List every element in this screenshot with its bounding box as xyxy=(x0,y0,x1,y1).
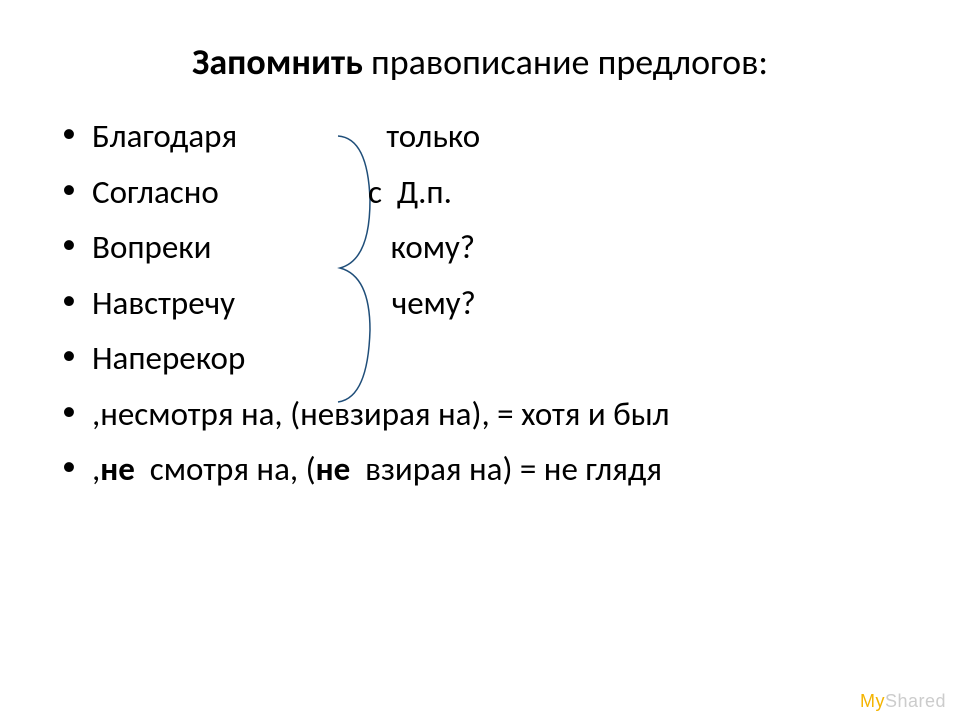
slide-container: Запомнить правописание предлогов: Благод… xyxy=(0,0,960,720)
footer-my: My xyxy=(860,691,885,711)
bullet-item-5: ,несмотря на, (невзирая на), = хотя и бы… xyxy=(50,390,910,440)
bullet-list: Благодаря только Согласно с Д.п. Вопреки… xyxy=(50,112,910,495)
bullet-item-4: Наперекор xyxy=(50,334,910,384)
footer-shared: Shared xyxy=(885,691,946,711)
bullet-item-3: Навстречу чему? xyxy=(50,279,910,329)
bullet-item-2: Вопреки кому? xyxy=(50,223,910,273)
title-rest: правописание предлогов: xyxy=(363,40,768,84)
footer-logo: MyShared xyxy=(860,691,946,712)
bullet-item-0: Благодаря только xyxy=(50,112,910,162)
bullet-item-6: ,не смотря на, (не взирая на) = не глядя xyxy=(50,445,910,495)
bullet-item-1: Согласно с Д.п. xyxy=(50,168,910,218)
slide-title: Запомнить правописание предлогов: xyxy=(50,40,910,84)
title-bold: Запомнить xyxy=(192,40,363,84)
